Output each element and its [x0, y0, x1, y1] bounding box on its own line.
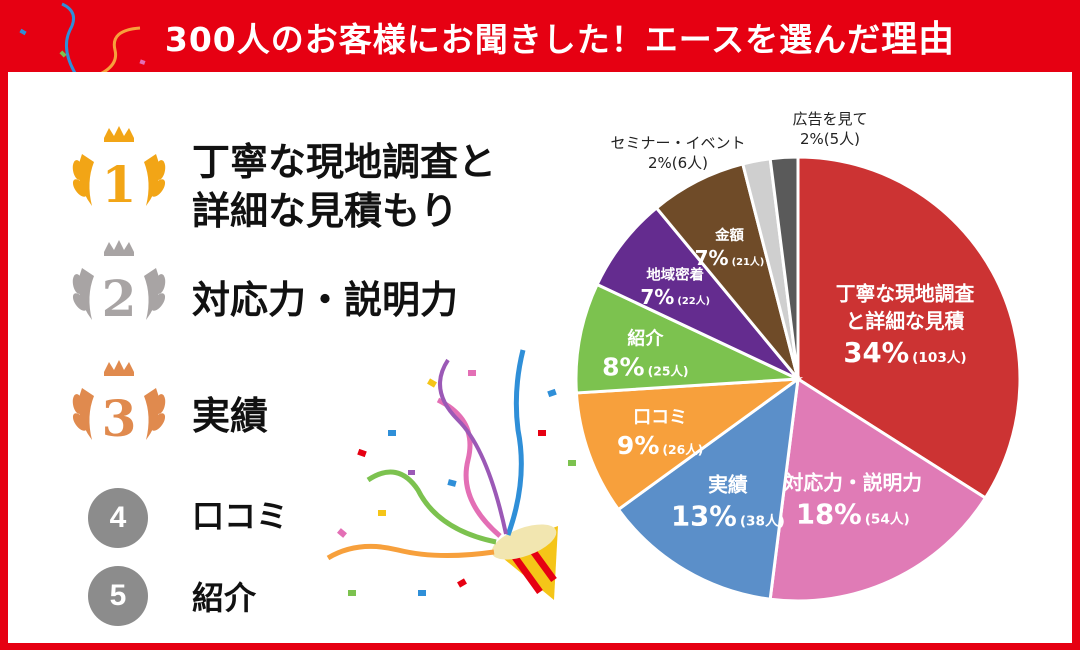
- header: 300人のお客様にお聞きした！エースを選んだ理由: [0, 0, 1080, 72]
- slice-label: 地域密着: [646, 265, 704, 283]
- slice-label: 紹介: [627, 327, 664, 349]
- rank-1-text: 丁寧な現地調査と 詳細な見積もり: [192, 138, 496, 235]
- rank-3-text: 実績: [192, 394, 269, 438]
- rank-4-badge: 4: [88, 488, 148, 548]
- medal-silver-icon: 2: [72, 240, 166, 328]
- slice-outside-label: セミナー・イベント: [610, 134, 745, 152]
- slice-value-label: 9% (26人): [617, 431, 703, 460]
- slice-value-label: 7% (22人): [640, 285, 710, 309]
- svg-text:2: 2: [102, 269, 137, 328]
- page-title: 300人のお客様にお聞きした！エースを選んだ理由: [164, 19, 956, 60]
- svg-text:1: 1: [102, 155, 137, 214]
- party-popper-icon: [326, 349, 576, 600]
- medal-gold-icon: 1: [72, 126, 166, 214]
- rank-1-line-1: 丁寧な現地調査と: [192, 140, 497, 184]
- slice-label: と詳細な見積: [846, 310, 965, 333]
- pie-slice: [768, 376, 988, 603]
- rank-5-badge: 5: [88, 566, 148, 626]
- medal-bronze-icon: 3: [72, 360, 166, 448]
- slice-outside-value: 2%(6人): [648, 154, 708, 172]
- slice-value-label: 7% (21人): [695, 246, 765, 270]
- slice-value-label: 13% (38人): [671, 501, 785, 533]
- pie-slice: [616, 375, 800, 601]
- rank-2-text: 対応力・説明力: [192, 278, 459, 322]
- pie-slice: [574, 377, 804, 512]
- slice-value-label: 18% (54人): [796, 499, 910, 531]
- pie-slice: [768, 155, 800, 380]
- svg-text:3: 3: [102, 389, 137, 448]
- slice-label: 対応力・説明力: [784, 471, 922, 494]
- rank-1-line-2: 詳細な見積もり: [192, 188, 459, 233]
- slice-outside-value: 2%(5人): [800, 130, 860, 148]
- slice-outside-label: 広告を見て: [792, 110, 867, 128]
- rank-5-text: 紹介: [192, 579, 257, 617]
- slice-label: 口コミ: [633, 407, 687, 428]
- slice-value-label: 34% (103人): [843, 337, 966, 369]
- slice-label: 金額: [714, 226, 744, 244]
- rank-4-text: 口コミ: [192, 497, 289, 535]
- slice-label: 丁寧な現地調査: [836, 282, 975, 305]
- pie-slice: [574, 282, 799, 395]
- slice-value-label: 8% (25人): [602, 352, 688, 381]
- slice-label: 実績: [708, 473, 748, 496]
